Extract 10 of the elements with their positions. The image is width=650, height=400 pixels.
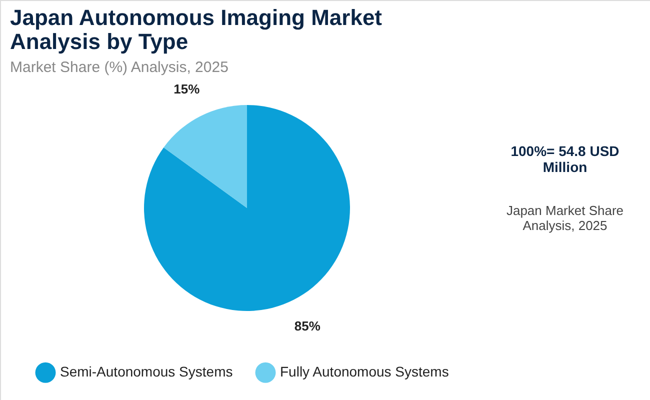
pie-slice bbox=[144, 105, 350, 311]
chart-subtitle: Market Share (%) Analysis, 2025 bbox=[10, 59, 228, 76]
text: 100%= 54.8 USD Million bbox=[510, 143, 620, 175]
data-label: 15% bbox=[174, 81, 200, 96]
chart-title: Japan Autonomous Imaging Market Analysis by Type bbox=[10, 5, 383, 54]
legend-label: Fully Autonomous Systems bbox=[280, 364, 449, 380]
legend-label: Semi-Autonomous Systems bbox=[60, 364, 233, 380]
data-label: 85% bbox=[294, 318, 321, 334]
pie-slice bbox=[164, 105, 247, 208]
text: Japan Market Share Analysis, 2025 bbox=[506, 203, 624, 233]
